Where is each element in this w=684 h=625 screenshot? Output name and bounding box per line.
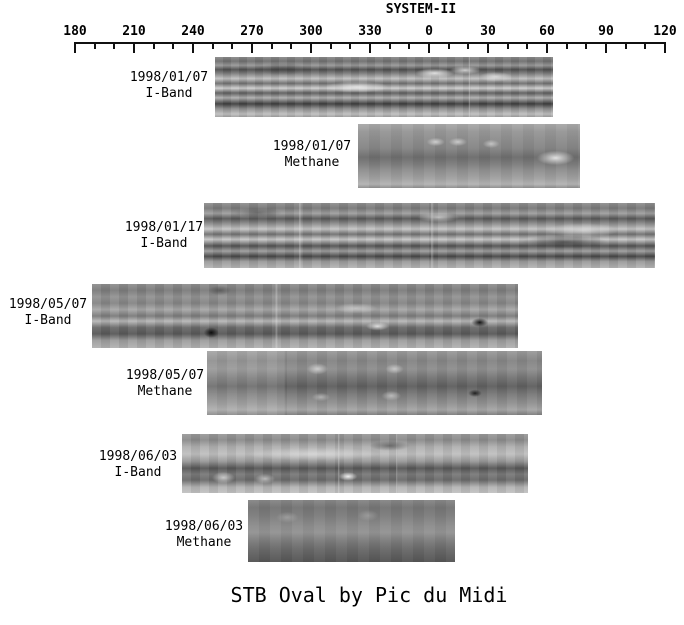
ruler-tick-label: 240 — [181, 24, 205, 39]
ruler-minor-tick — [329, 42, 332, 49]
ruler-minor-tick — [624, 42, 627, 49]
jupiter-strip-image — [92, 284, 518, 348]
strip-date-label: 1998/05/07 — [125, 368, 205, 383]
strip-label: 1998/05/07 I-Band — [0, 297, 100, 329]
strip-filter-label: I-Band — [140, 236, 188, 251]
jupiter-strip-image — [358, 124, 580, 188]
ruler-minor-tick — [467, 42, 470, 49]
ruler-minor-tick — [270, 42, 273, 49]
strip-label: 1998/01/07 I-Band — [117, 70, 221, 102]
strip-label: 1998/01/07 Methane — [260, 139, 364, 171]
strip-filter-label: Methane — [137, 384, 193, 399]
ruler-tick-label: 90 — [598, 24, 614, 39]
ruler-major-tick — [74, 42, 76, 53]
ruler-major-tick — [192, 42, 194, 53]
ruler-minor-tick — [290, 42, 293, 49]
ruler-minor-tick — [447, 42, 450, 49]
ruler-major-tick — [605, 42, 607, 53]
ruler-tick-label: 270 — [240, 24, 264, 39]
ruler-minor-tick — [585, 42, 588, 49]
ruler-major-tick — [664, 42, 666, 53]
ruler-major-tick — [133, 42, 135, 53]
ruler-minor-tick — [231, 42, 234, 49]
ruler-major-tick — [251, 42, 253, 53]
ruler-tick-label: 180 — [63, 24, 87, 39]
ruler-minor-tick — [349, 42, 352, 49]
strip-label: 1998/06/03 Methane — [152, 519, 256, 551]
ruler-major-tick — [546, 42, 548, 53]
strip-filter-label: Methane — [176, 535, 232, 550]
strip-filter-label: I-Band — [114, 465, 162, 480]
strip-filter-label: I-Band — [24, 313, 72, 328]
ruler-tick-label: 0 — [425, 24, 433, 39]
ruler-tick-label: 300 — [299, 24, 323, 39]
ruler-major-tick — [310, 42, 312, 53]
ruler-tick-label: 30 — [480, 24, 496, 39]
strip-label: 1998/05/07 Methane — [113, 368, 217, 400]
strip-date-label: 1998/06/03 — [164, 519, 244, 534]
ruler-minor-tick — [152, 42, 155, 49]
ruler-minor-tick — [644, 42, 647, 49]
ruler-tick-label: 210 — [122, 24, 146, 39]
strip-label: 1998/06/03 I-Band — [86, 449, 190, 481]
jupiter-strip-image — [207, 351, 542, 415]
ruler-minor-tick — [211, 42, 214, 49]
jupiter-strip-image — [215, 57, 553, 117]
ruler-minor-tick — [506, 42, 509, 49]
ruler-minor-tick — [172, 42, 175, 49]
strip-date-label: 1998/01/07 — [129, 70, 209, 85]
figure-caption: STB Oval by Pic du Midi — [230, 583, 508, 607]
strip-date-label: 1998/06/03 — [98, 449, 178, 464]
ruler-tick-label: 60 — [539, 24, 555, 39]
strip-filter-label: I-Band — [145, 86, 193, 101]
ruler-major-tick — [428, 42, 430, 53]
ruler-minor-tick — [408, 42, 411, 49]
strip-date-label: 1998/01/07 — [272, 139, 352, 154]
ruler-minor-tick — [526, 42, 529, 49]
ruler-minor-tick — [565, 42, 568, 49]
strip-date-label: 1998/01/17 — [124, 220, 204, 235]
ruler-minor-tick — [93, 42, 96, 49]
ruler-minor-tick — [113, 42, 116, 49]
ruler-major-tick — [369, 42, 371, 53]
ruler-tick-label: 120 — [653, 24, 677, 39]
ruler-minor-tick — [388, 42, 391, 49]
system-ii-title: SYSTEM-II — [385, 2, 457, 17]
jupiter-strip-image — [204, 203, 655, 268]
jupiter-strip-image — [248, 500, 455, 562]
strip-date-label: 1998/05/07 — [8, 297, 88, 312]
strip-filter-label: Methane — [284, 155, 340, 170]
jupiter-strip-image — [182, 434, 528, 493]
strip-label: 1998/01/17 I-Band — [112, 220, 216, 252]
ruler-tick-label: 330 — [358, 24, 382, 39]
ruler-major-tick — [487, 42, 489, 53]
